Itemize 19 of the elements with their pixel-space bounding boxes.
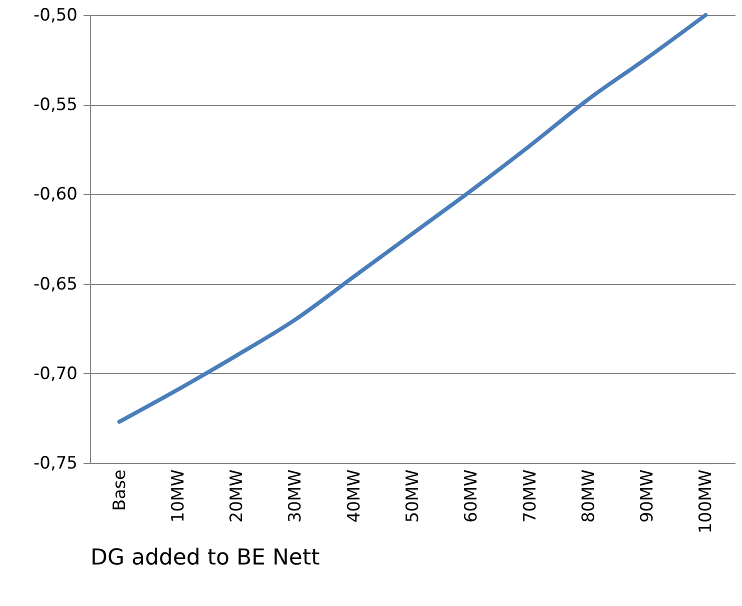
x-tick-label: 60MW [462,469,482,523]
x-tick-label: 10MW [168,469,188,523]
x-tick-label: 70MW [520,469,540,523]
y-tick-label: -0,70 [34,364,78,384]
y-tick-label: -0,65 [34,274,78,294]
y-tick-label: -0,60 [34,184,78,205]
x-tick-label: 90MW [638,469,658,523]
x-tick-label: 20MW [227,469,248,523]
y-tick-label: -0,50 [34,6,78,26]
x-tick-label: 40MW [344,469,364,523]
x-axis-title: DG added to BE Nett [90,545,320,570]
x-tick-label: 50MW [403,469,423,523]
line-series [117,13,708,424]
y-tick-label: -0,55 [34,95,78,116]
x-tick-label: 100MW [696,469,716,534]
y-tick-label: -0,75 [34,454,78,474]
x-tick-label: 30MW [286,469,306,523]
x-tick-label: 80MW [578,469,599,523]
x-tick-label: Base [110,470,130,511]
